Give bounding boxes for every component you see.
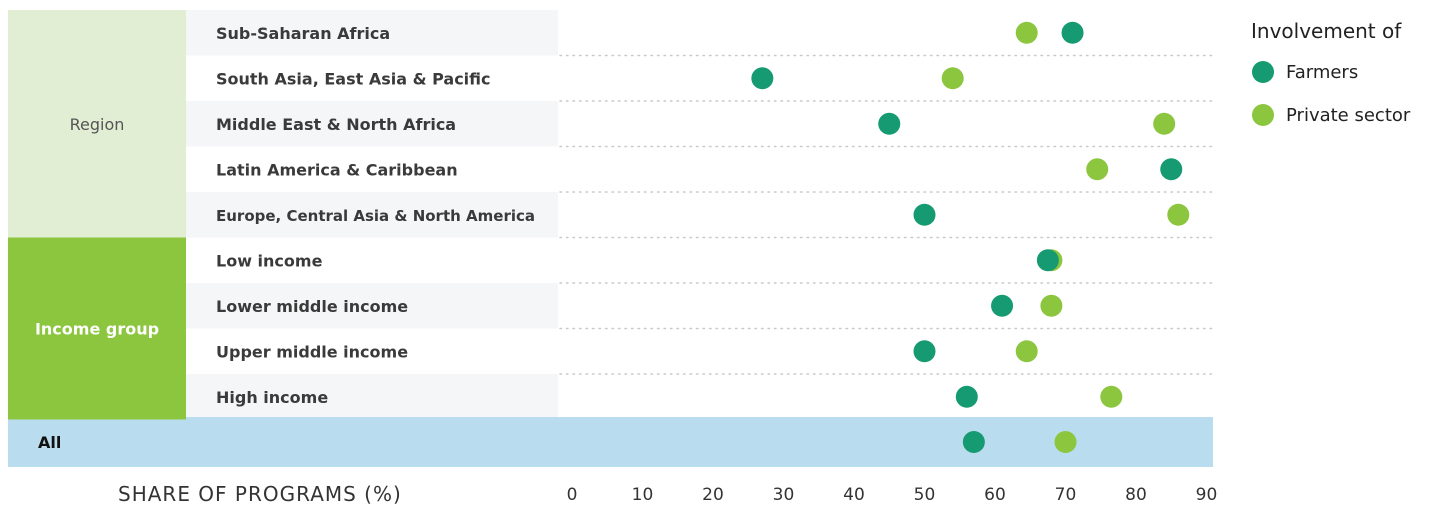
group-label-income-group: Income group xyxy=(35,320,159,339)
all-row-band xyxy=(8,417,1213,467)
row-band-latin-america-and-caribbean xyxy=(186,146,558,192)
point-farmers-all xyxy=(962,431,985,453)
x-tick-label-20: 20 xyxy=(702,485,724,505)
row-label-sub-saharan-africa: Sub-Saharan Africa xyxy=(216,24,390,43)
group-band-region xyxy=(8,10,186,238)
point-private-sector-south-asia-east-asia-and-pacific xyxy=(941,67,964,90)
group-band-income-group xyxy=(8,237,186,420)
row-band-high-income xyxy=(186,374,558,420)
point-private-sector-upper-middle-income xyxy=(1015,340,1038,363)
point-private-sector-latin-america-and-caribbean xyxy=(1086,158,1109,181)
row-label-latin-america-and-caribbean: Latin America & Caribbean xyxy=(216,160,458,179)
point-private-sector-all xyxy=(1054,431,1077,453)
row-label-lower-middle-income: Lower middle income xyxy=(216,297,408,316)
row-label-middle-east-and-north-africa: Middle East & North Africa xyxy=(216,115,456,134)
point-farmers-upper-middle-income xyxy=(913,340,936,363)
row-band-sub-saharan-africa xyxy=(186,10,558,56)
legend-marker-farmers xyxy=(1252,61,1274,83)
x-axis-title: SHARE OF PROGRAMS (%) xyxy=(118,482,402,506)
point-private-sector-sub-saharan-africa xyxy=(1015,21,1038,44)
row-dotted-lines xyxy=(559,54,1213,375)
point-private-sector-middle-east-and-north-africa xyxy=(1153,112,1176,135)
point-farmers-lower-middle-income xyxy=(991,294,1014,317)
x-tick-label-70: 70 xyxy=(1055,485,1077,505)
x-tick-label-90: 90 xyxy=(1196,485,1218,505)
row-band-low-income xyxy=(186,237,558,283)
row-labels: Sub-Saharan Africa South Asia, East Asia … xyxy=(38,24,535,452)
row-label-upper-middle-income: Upper middle income xyxy=(216,342,408,361)
row-bands xyxy=(8,10,1213,467)
x-tick-label-40: 40 xyxy=(843,485,865,505)
point-farmers-south-asia-east-asia-and-pacific xyxy=(751,67,774,90)
row-band-south-asia-east-asia-and-pacific xyxy=(186,55,558,101)
point-farmers-latin-america-and-caribbean xyxy=(1160,158,1183,181)
group-bands: Region Income group xyxy=(8,10,186,420)
legend: Involvement of Farmers Private sector xyxy=(1251,19,1411,126)
data-points xyxy=(751,21,1190,453)
x-tick-label-60: 60 xyxy=(984,485,1006,505)
row-label-europe-central-asia-and-north-america: Europe, Central Asia & North America xyxy=(216,207,535,225)
row-label-all: All xyxy=(38,433,61,452)
x-tick-label-80: 80 xyxy=(1125,485,1147,505)
legend-label-farmers: Farmers xyxy=(1286,62,1358,83)
row-label-high-income: High income xyxy=(216,388,328,407)
x-tick-label-50: 50 xyxy=(914,485,936,505)
row-band-middle-east-and-north-africa xyxy=(186,101,558,147)
legend-label-private-sector: Private sector xyxy=(1286,105,1411,126)
point-farmers-sub-saharan-africa xyxy=(1061,21,1084,44)
point-private-sector-high-income xyxy=(1100,385,1123,408)
legend-marker-private-sector xyxy=(1252,104,1274,126)
row-band-europe-central-asia-and-north-america xyxy=(186,192,558,238)
point-private-sector-lower-middle-income xyxy=(1040,294,1063,317)
legend-title: Involvement of xyxy=(1251,19,1402,43)
row-band-lower-middle-income xyxy=(186,283,558,329)
row-label-low-income: Low income xyxy=(216,251,323,270)
row-label-south-asia-east-asia-and-pacific: South Asia, East Asia & Pacific xyxy=(216,69,491,88)
point-farmers-high-income xyxy=(955,385,978,408)
point-farmers-low-income xyxy=(1036,249,1059,272)
point-farmers-middle-east-and-north-africa xyxy=(878,112,901,135)
x-tick-label-0: 0 xyxy=(567,485,578,505)
point-farmers-europe-central-asia-and-north-america xyxy=(913,203,936,226)
group-label-region: Region xyxy=(70,115,125,134)
row-band-upper-middle-income xyxy=(186,328,558,374)
x-axis: 0 10 20 30 40 50 60 70 80 90 SHARE OF PROGRAMS (%) xyxy=(118,482,1217,506)
x-tick-label-10: 10 xyxy=(632,485,654,505)
point-private-sector-europe-central-asia-and-north-america xyxy=(1167,203,1190,226)
x-tick-label-30: 30 xyxy=(773,485,795,505)
